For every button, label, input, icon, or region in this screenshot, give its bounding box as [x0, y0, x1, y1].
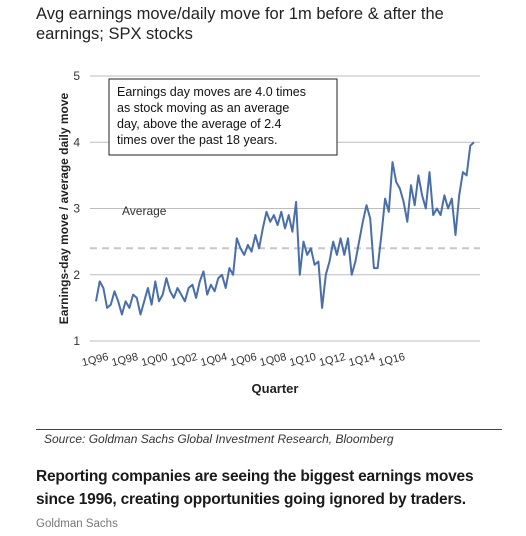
x-tick-label: 1Q14	[348, 351, 377, 369]
annotation-line: times over the past 18 years.	[117, 133, 278, 147]
source-note: Source: Goldman Sachs Global Investment …	[44, 432, 394, 446]
y-tick-label: 3	[73, 202, 80, 216]
x-tick-label: 1Q12	[318, 351, 347, 369]
x-tick-label: 1Q06	[229, 351, 258, 369]
x-tick-labels: 1Q96 1Q98 1Q00 1Q02 1Q04 1Q06 1Q08 1Q10 1Q12 1Q14…	[81, 351, 406, 369]
x-tick-label: 1Q00	[140, 351, 169, 369]
chart-title: Avg earnings move/daily move for 1m befo…	[36, 5, 444, 43]
annotation-line: Earnings day moves are 4.0 times	[117, 85, 306, 99]
x-tick-label: 1Q08	[259, 351, 288, 369]
annotation-line: as stock moving as an average	[117, 101, 289, 115]
y-axis-label: Earnings-day move / average daily move	[57, 92, 71, 324]
average-label: Average	[122, 204, 167, 218]
y-tick-label: 5	[73, 69, 80, 83]
annotation-frame	[108, 78, 338, 156]
y-tick-label: 1	[73, 334, 80, 348]
x-axis-label: Quarter	[252, 381, 299, 396]
source-divider	[36, 429, 502, 430]
x-tick-label: 1Q98	[110, 351, 139, 369]
annotation-box: Earnings day moves are 4.0 times as stock…	[108, 78, 338, 156]
caption-credit: Goldman Sachs	[36, 518, 118, 530]
annotation-text: Earnings day moves are 4.0 times as stock…	[117, 85, 306, 147]
x-tick-label: 1Q10	[288, 351, 317, 369]
x-tick-label: 1Q16	[377, 351, 406, 369]
caption: Reporting companies are seeing the bigge…	[36, 465, 506, 536]
caption-text: Reporting companies are seeing the bigge…	[36, 468, 474, 508]
annotation-line: day, above the average of 2.4	[117, 117, 282, 131]
y-tick-label: 2	[73, 268, 80, 282]
y-tick-label: 4	[73, 135, 80, 149]
series-line	[95, 141, 475, 316]
x-tick-label: 1Q04	[199, 351, 228, 369]
y-tick-labels: 1 2 3 4 5	[73, 69, 80, 348]
x-tick-label: 1Q96	[81, 351, 110, 369]
x-tick-label: 1Q02	[170, 351, 199, 369]
